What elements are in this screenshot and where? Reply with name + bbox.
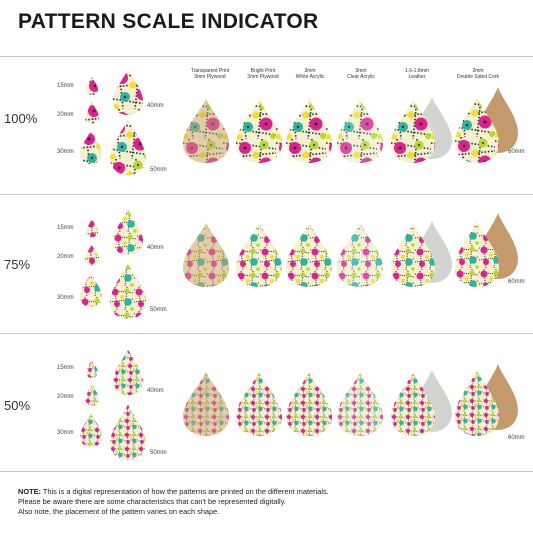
- teardrop-cork: [455, 97, 499, 163]
- teardrop-transparent-plywood: [183, 99, 229, 163]
- material-header: 3mm White Acrylic: [280, 68, 340, 80]
- size-label-15mm: 15mm: [57, 83, 74, 89]
- material-line1: Transparent Print: [190, 68, 230, 74]
- scale-row-50: 50% 15mm 20mm 30mm 40mm 50mm 60mm: [0, 334, 533, 471]
- material-line1: 1.6-1.8mm: [405, 68, 429, 74]
- teardrop-30mm: [80, 273, 102, 307]
- teardrop-bright-plywood: [236, 223, 282, 287]
- size-label-20mm: 20mm: [57, 254, 74, 260]
- note-line-2: Please be aware there are some character…: [18, 497, 286, 506]
- teardrop-clear-acrylic: [337, 99, 383, 163]
- material-line2: Double Sided Cork: [457, 74, 499, 80]
- scale-row-75: 75% 15mm 20mm 30mm 40mm 50mm 60mm: [0, 195, 533, 333]
- scale-label: 50%: [4, 398, 31, 413]
- divider-1: [0, 194, 533, 195]
- teardrop-30mm: [80, 130, 102, 164]
- note-line-3: Also note, the placement of the pattern …: [18, 507, 220, 516]
- teardrop-white-acrylic: [286, 372, 332, 436]
- teardrop-cork: [455, 221, 499, 287]
- teardrop-transparent-plywood: [183, 372, 229, 436]
- divider-bottom: [0, 471, 533, 472]
- size-label-40mm: 40mm: [147, 245, 164, 251]
- teardrop-50mm: [110, 404, 146, 460]
- size-label-60mm: 60mm: [508, 435, 525, 441]
- teardrop-transparent-plywood: [183, 223, 229, 287]
- note-text: NOTE: This is a digital representation o…: [18, 487, 523, 517]
- teardrop-white-acrylic: [286, 223, 332, 287]
- material-line1: Bright Print: [250, 68, 276, 74]
- teardrop-20mm: [85, 384, 99, 406]
- size-label-15mm: 15mm: [57, 365, 74, 371]
- size-label-50mm: 50mm: [150, 450, 167, 456]
- scale-label: 100%: [4, 111, 38, 126]
- material-line2: 3mm Plywood: [194, 74, 226, 80]
- size-label-30mm: 30mm: [57, 430, 74, 436]
- teardrop-15mm: [86, 360, 98, 378]
- teardrop-50mm: [110, 263, 146, 319]
- divider-top: [0, 56, 533, 57]
- material-header: Transparent Print 3mm Plywood: [180, 68, 240, 80]
- note-line1-text: This is a digital representation of how …: [41, 487, 329, 496]
- scale-label: 75%: [4, 257, 31, 272]
- size-label-40mm: 40mm: [147, 103, 164, 109]
- size-label-60mm: 60mm: [508, 149, 525, 155]
- size-label-15mm: 15mm: [57, 225, 74, 231]
- material-header: 2mm Double Sided Cork: [448, 68, 508, 80]
- teardrop-leather: [391, 99, 435, 163]
- material-line2: White Acrylic: [295, 74, 325, 80]
- teardrop-20mm: [85, 102, 99, 124]
- material-line2: 3mm Plywood: [247, 74, 279, 80]
- material-header: 1.6-1.8mm Leather: [387, 68, 447, 80]
- material-line1: 3mm: [304, 68, 316, 74]
- divider-2: [0, 333, 533, 334]
- teardrop-clear-acrylic: [337, 372, 383, 436]
- scale-row-100: 100% 15mm 20mm 30mm 40mm 50mm 60mm: [0, 57, 533, 194]
- teardrop-leather: [391, 223, 435, 287]
- teardrop-30mm: [80, 413, 102, 447]
- teardrop-bright-plywood: [236, 372, 282, 436]
- size-label-30mm: 30mm: [57, 295, 74, 301]
- note-line-1: NOTE: This is a digital representation o…: [18, 487, 523, 497]
- teardrop-15mm: [86, 77, 98, 95]
- material-header: 3mm Clear Acrylic: [331, 68, 391, 80]
- teardrop-leather: [391, 372, 435, 436]
- teardrop-cork: [455, 370, 499, 436]
- material-line2: Clear Acrylic: [347, 74, 375, 80]
- material-line2: Leather: [408, 74, 426, 80]
- size-label-60mm: 60mm: [508, 279, 525, 285]
- teardrop-bright-plywood: [236, 99, 282, 163]
- teardrop-40mm: [113, 349, 143, 395]
- note-label: NOTE:: [18, 487, 41, 496]
- teardrop-clear-acrylic: [337, 223, 383, 287]
- size-label-50mm: 50mm: [150, 307, 167, 313]
- material-header: Bright Print 3mm Plywood: [233, 68, 293, 80]
- teardrop-40mm: [113, 69, 143, 115]
- size-label-20mm: 20mm: [57, 394, 74, 400]
- material-line1: 3mm: [355, 68, 367, 74]
- material-line1: 2mm: [472, 68, 484, 74]
- teardrop-50mm: [110, 119, 146, 175]
- size-label-50mm: 50mm: [150, 167, 167, 173]
- teardrop-20mm: [85, 244, 99, 266]
- size-label-20mm: 20mm: [57, 112, 74, 118]
- page-title: PATTERN SCALE INDICATOR: [18, 10, 319, 33]
- teardrop-15mm: [86, 219, 98, 237]
- size-label-30mm: 30mm: [57, 149, 74, 155]
- teardrop-40mm: [113, 209, 143, 255]
- size-label-40mm: 40mm: [147, 388, 164, 394]
- teardrop-white-acrylic: [286, 99, 332, 163]
